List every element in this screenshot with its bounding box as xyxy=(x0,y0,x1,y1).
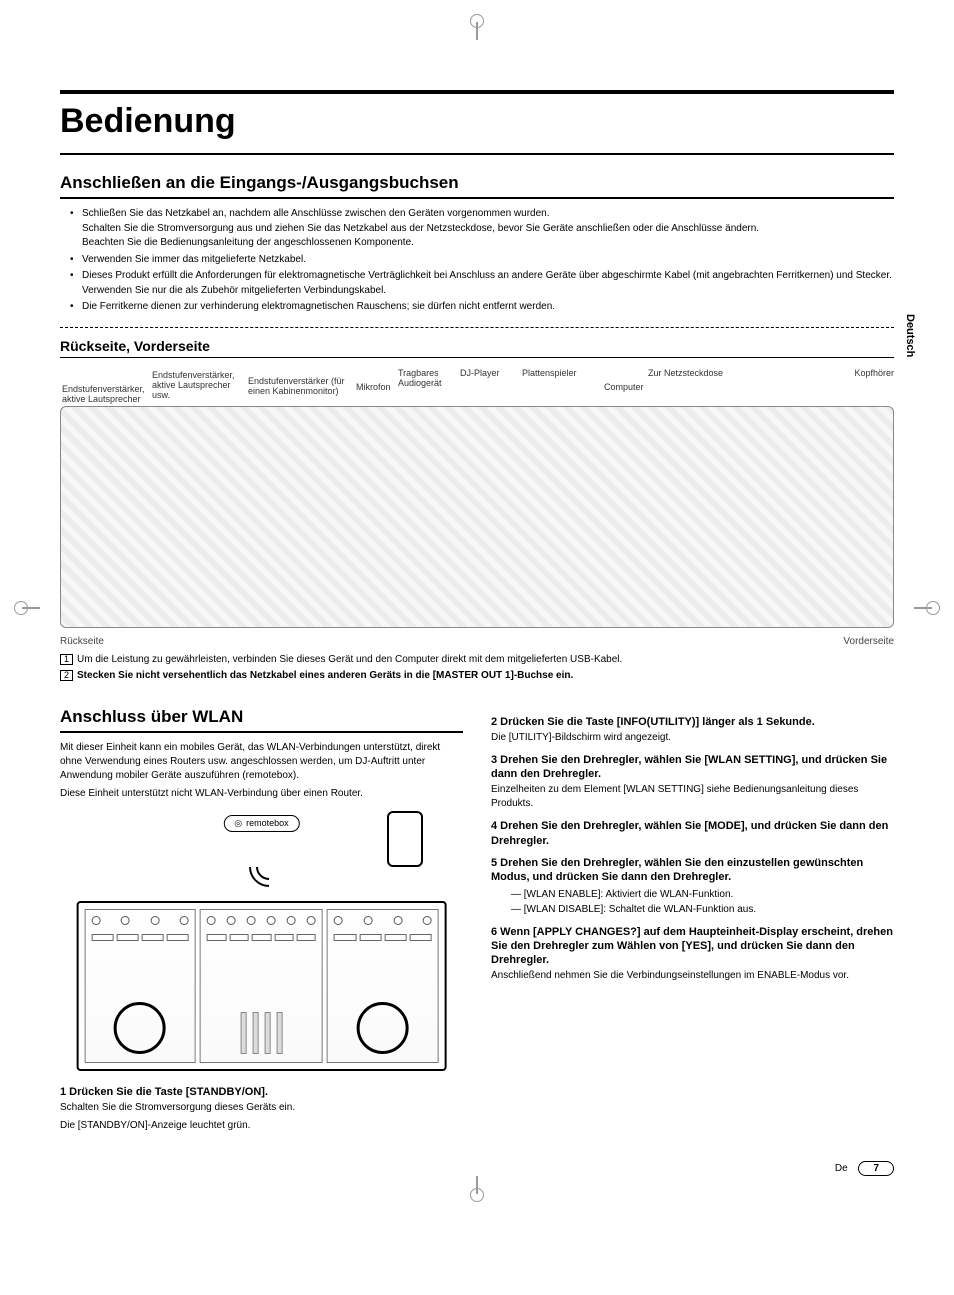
page-footer: De 7 xyxy=(60,1161,894,1176)
diagram-label: DJ-Player xyxy=(460,368,500,378)
note-number-icon: 2 xyxy=(60,670,73,681)
wifi-icon xyxy=(249,847,289,887)
step5-option: [WLAN ENABLE]: Aktiviert die WLAN-Funkti… xyxy=(511,887,894,902)
bullet-text: Schließen Sie das Netzkabel an, nachdem … xyxy=(82,208,550,219)
diagram-label: Tragbares Audiogerät xyxy=(398,368,458,388)
step6-head: 6 Wenn [APPLY CHANGES?] auf dem Hauptein… xyxy=(491,925,894,968)
diagram-label: Computer xyxy=(604,382,644,392)
section1-title: Anschließen an die Eingangs-/Ausgangsbuc… xyxy=(60,173,894,199)
section3-intro: Mit dieser Einheit kann ein mobiles Gerä… xyxy=(60,741,463,783)
step5-head: 5 Drehen Sie den Drehregler, wählen Sie … xyxy=(491,856,894,885)
diagram-label: Plattenspieler xyxy=(522,368,577,378)
dashed-divider xyxy=(60,327,894,328)
caption-left: Rückseite xyxy=(60,636,104,647)
step1-body: Die [STANDBY/ON]-Anzeige leuchtet grün. xyxy=(60,1119,463,1133)
step2-body: Die [UTILITY]-Bildschirm wird angezeigt. xyxy=(491,731,894,745)
step5-option: [WLAN DISABLE]: Schaltet die WLAN-Funkti… xyxy=(511,902,894,917)
remotebox-icon: ◎ xyxy=(234,818,242,829)
step1-body: Schalten Sie die Stromversorgung dieses … xyxy=(60,1101,463,1115)
wlan-illustration: ◎ remotebox xyxy=(60,811,463,1071)
remotebox-badge: ◎ remotebox xyxy=(223,815,299,832)
bullet-text: Dieses Produkt erfüllt die Anforderungen… xyxy=(82,270,892,281)
diagram-label: Zur Netzsteckdose xyxy=(648,368,723,378)
mixer-panel xyxy=(200,909,323,1063)
diagram-label: Endstufenverstärker (für einen Kabinenmo… xyxy=(248,376,348,396)
step5-options: [WLAN ENABLE]: Aktiviert die WLAN-Funkti… xyxy=(491,887,894,917)
diagram-label: Endstufenverstärker, aktive Lautsprecher… xyxy=(152,370,242,400)
controller-icon xyxy=(76,901,447,1071)
left-column: Anschluss über WLAN Mit dieser Einheit k… xyxy=(60,707,463,1137)
deck-right xyxy=(327,909,439,1063)
bullet-text: Verwenden Sie nur die als Zubehör mitgel… xyxy=(82,284,894,299)
language-tab: Deutsch xyxy=(902,310,918,361)
footer-lang: De xyxy=(835,1163,848,1174)
page-title: Bedienung xyxy=(60,102,894,141)
step3-body: Einzelheiten zu dem Element [WLAN SETTIN… xyxy=(491,783,894,811)
bullet-item: Dieses Produkt erfüllt die Anforderungen… xyxy=(70,269,894,298)
step3-head: 3 Drehen Sie den Drehregler, wählen Sie … xyxy=(491,753,894,782)
step2-head: 2 Drücken Sie die Taste [INFO(UTILITY)] … xyxy=(491,715,894,729)
section1-bullets: Schließen Sie das Netzkabel an, nachdem … xyxy=(60,207,894,315)
note-number-icon: 1 xyxy=(60,654,73,665)
step4-head: 4 Drehen Sie den Drehregler, wählen Sie … xyxy=(491,819,894,848)
title-underline xyxy=(60,153,894,155)
diagram-note: 2 Stecken Sie nicht versehentlich das Net… xyxy=(60,669,894,683)
deck-left xyxy=(84,909,196,1063)
top-rule xyxy=(60,90,894,94)
section3-title: Anschluss über WLAN xyxy=(60,707,463,733)
connection-diagram: Endstufenverstärker, aktive Lautsprecher… xyxy=(60,368,894,628)
note-text: Um die Leistung zu gewährleisten, verbin… xyxy=(77,654,622,665)
page-number: 7 xyxy=(858,1161,894,1176)
bullet-text: Beachten Sie die Bedienungsanleitung der… xyxy=(82,236,894,251)
step6-body: Anschließend nehmen Sie die Verbindungse… xyxy=(491,969,894,983)
diagram-captions: Rückseite Vorderseite xyxy=(60,636,894,647)
remotebox-label: remotebox xyxy=(246,818,289,828)
diagram-note: 1 Um die Leistung zu gewährleisten, verbi… xyxy=(60,653,894,667)
bullet-item: Die Ferritkerne dienen zur verhinderung … xyxy=(70,300,894,315)
diagram-label: Mikrofon xyxy=(356,382,391,392)
bullet-item: Verwenden Sie immer das mitgelieferte Ne… xyxy=(70,253,894,268)
caption-right: Vorderseite xyxy=(843,636,894,647)
note-text: Stecken Sie nicht versehentlich das Netz… xyxy=(77,670,573,681)
diagram-label: Kopfhörer xyxy=(854,368,894,378)
diagram-placeholder xyxy=(60,406,894,628)
right-column: 2 Drücken Sie die Taste [INFO(UTILITY)] … xyxy=(491,707,894,1137)
bullet-item: Schließen Sie das Netzkabel an, nachdem … xyxy=(70,207,894,251)
phone-icon xyxy=(387,811,423,867)
section3-intro: Diese Einheit unterstützt nicht WLAN-Ver… xyxy=(60,787,463,801)
section2-title: Rückseite, Vorderseite xyxy=(60,338,894,358)
step1-head: 1 Drücken Sie die Taste [STANDBY/ON]. xyxy=(60,1085,463,1099)
bullet-text: Schalten Sie die Stromversorgung aus und… xyxy=(82,222,894,237)
